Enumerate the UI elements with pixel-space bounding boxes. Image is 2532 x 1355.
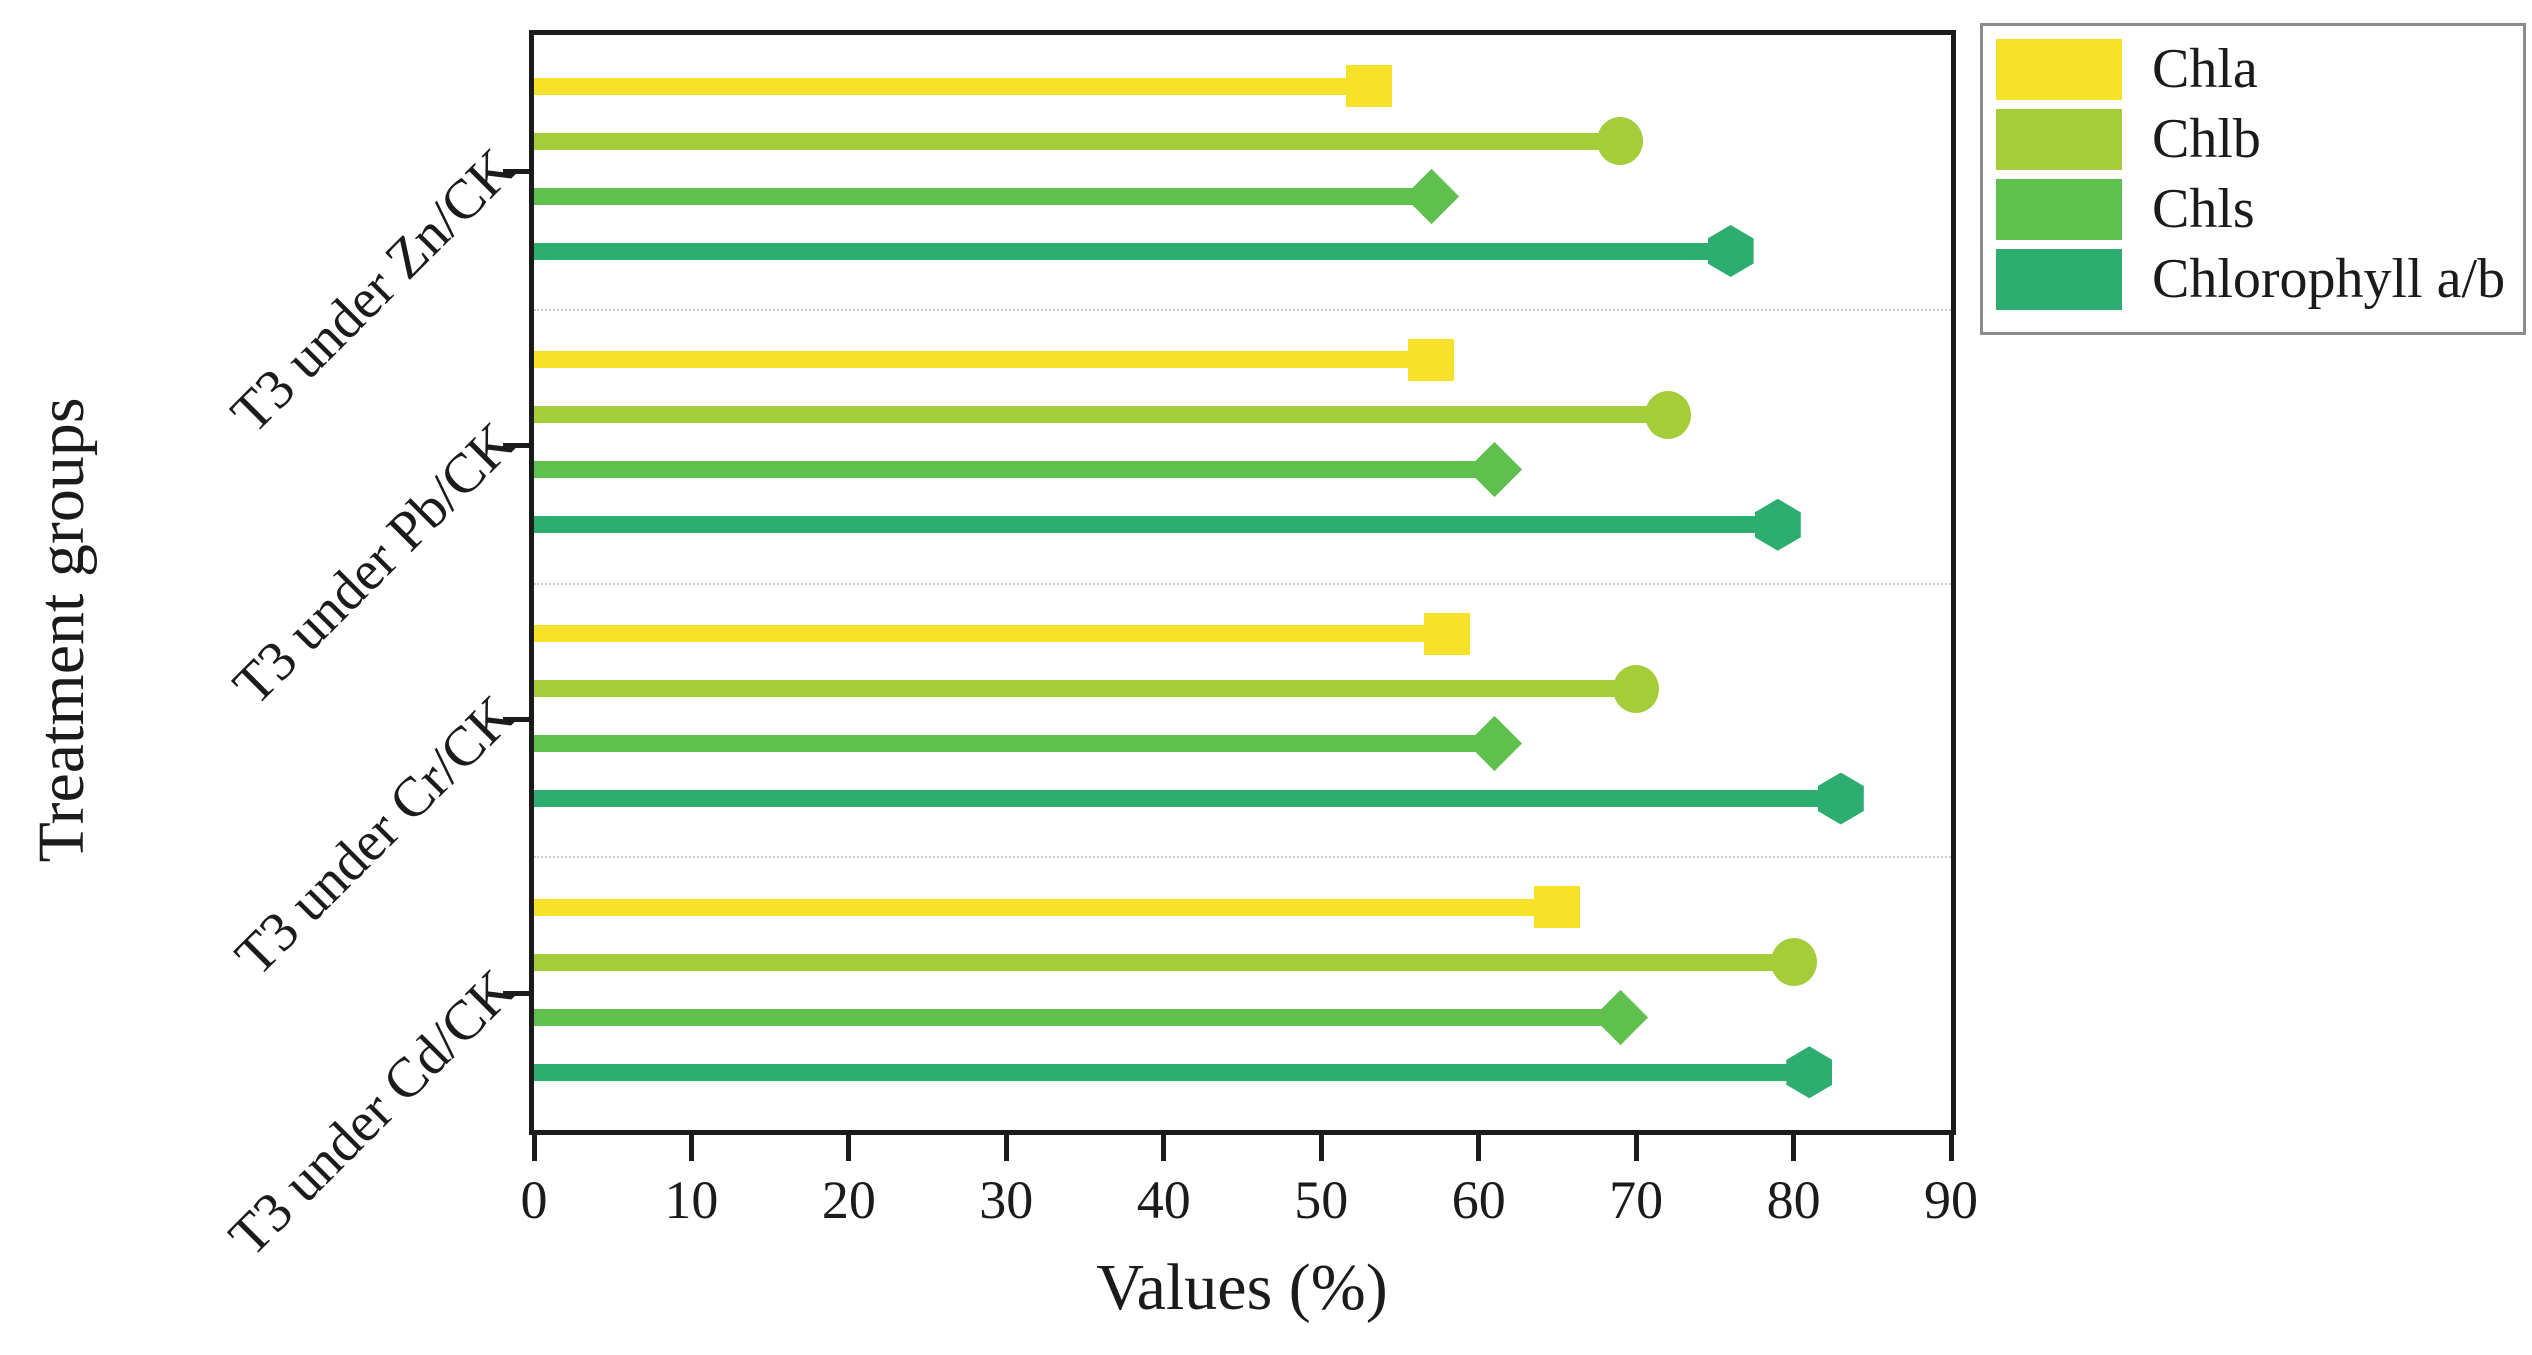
- circle-marker: [1597, 117, 1644, 165]
- x-tick-label: 10: [664, 1170, 719, 1230]
- group-separator-line: [534, 856, 1951, 859]
- hexagon-marker: [1707, 225, 1754, 277]
- y-axis-tick: [503, 169, 529, 175]
- y-category-label: T3 under Pb/CK: [221, 410, 527, 717]
- group-separator-line: [534, 308, 1951, 311]
- lollipop-stem-hexagon: [534, 1063, 1810, 1081]
- lollipop-stem-diamond: [534, 461, 1495, 479]
- y-category-label: T3 under Zn/CK: [219, 136, 527, 445]
- lollipop-stem-square: [534, 351, 1432, 369]
- group-separator-line: [534, 582, 1951, 585]
- legend-swatch: [1996, 179, 2122, 240]
- x-axis-tick: [688, 1135, 694, 1161]
- x-tick-label: 0: [520, 1170, 548, 1230]
- lollipop-stem-diamond: [534, 735, 1495, 752]
- y-axis-title: Treatment groups: [25, 397, 98, 863]
- x-tick-label: 80: [1766, 1170, 1821, 1230]
- x-axis-tick: [1161, 1135, 1167, 1161]
- legend-swatch: [1996, 39, 2122, 100]
- lollipop-stem-circle: [534, 132, 1621, 150]
- circle-marker: [1613, 664, 1660, 713]
- x-tick-label: 30: [979, 1170, 1034, 1230]
- x-axis-tick: [1948, 1135, 1954, 1161]
- x-tick-label: 60: [1451, 1170, 1506, 1230]
- lollipop-stem-square: [534, 77, 1369, 95]
- x-axis-tick: [846, 1135, 852, 1161]
- x-tick-label: 20: [821, 1170, 876, 1230]
- legend-item: Chlorophyll a/b: [1996, 249, 2513, 310]
- legend-item-label: Chla: [2152, 38, 2258, 100]
- lollipop-stem-hexagon: [534, 242, 1731, 260]
- x-tick-label: 70: [1609, 1170, 1664, 1230]
- diamond-marker: [1592, 989, 1648, 1045]
- square-marker: [1408, 338, 1455, 381]
- x-axis-tick: [1633, 1135, 1639, 1161]
- diamond-marker: [1403, 168, 1459, 224]
- square-marker: [1345, 65, 1392, 107]
- y-axis-tick: [503, 443, 529, 449]
- plot-area: 0 10 20 30 40 50 60 70 80 90: [503, 30, 1978, 1230]
- legend-swatch: [1996, 109, 2122, 170]
- lollipop-stem-circle: [534, 680, 1637, 697]
- legend-item: Chlb: [1996, 109, 2513, 170]
- legend-item-label: Chls: [2152, 178, 2255, 240]
- x-axis-tick: [1318, 1135, 1324, 1161]
- x-axis-tick: [1476, 1135, 1482, 1161]
- y-category-label: T3 under Cr/CK: [223, 684, 527, 988]
- y-axis-tick: [503, 990, 529, 996]
- diamond-marker: [1466, 442, 1522, 498]
- hexagon-marker: [1817, 772, 1864, 825]
- legend-item: Chla: [1996, 39, 2513, 100]
- legend-swatch: [1996, 249, 2122, 310]
- hexagon-marker: [1786, 1046, 1833, 1099]
- lollipop-stem-circle: [534, 953, 1794, 971]
- lollipop-stem-square: [534, 625, 1448, 642]
- x-axis-title: Values (%): [1096, 1251, 1388, 1324]
- x-tick-label: 40: [1136, 1170, 1191, 1230]
- x-tick-label: 90: [1924, 1170, 1978, 1230]
- circle-marker: [1644, 390, 1691, 439]
- diamond-marker: [1466, 715, 1522, 772]
- x-axis-tick: [531, 1135, 537, 1161]
- hexagon-marker: [1754, 498, 1801, 551]
- lollipop-stem-circle: [534, 406, 1668, 424]
- x-tick-label: 50: [1294, 1170, 1349, 1230]
- square-marker: [1534, 886, 1581, 929]
- x-axis-tick: [1003, 1135, 1009, 1161]
- legend-item-label: Chlb: [2152, 108, 2261, 170]
- legend-box: Chla Chlb Chls Chlorophyll a/b: [1980, 23, 2526, 335]
- lollipop-stem-hexagon: [534, 790, 1841, 807]
- lollipop-stem-diamond: [534, 187, 1432, 205]
- square-marker: [1424, 612, 1471, 655]
- lollipop-stem-hexagon: [534, 516, 1778, 534]
- legend-item-label: Chlorophyll a/b: [2152, 248, 2506, 310]
- x-axis-tick: [1791, 1135, 1797, 1161]
- legend-item: Chls: [1996, 179, 2513, 240]
- lollipop-stem-square: [534, 898, 1558, 916]
- lollipop-stem-diamond: [534, 1008, 1621, 1026]
- y-axis-tick: [503, 716, 529, 722]
- y-category-label: T3 under Cd/CK: [216, 958, 527, 1269]
- circle-marker: [1770, 938, 1817, 987]
